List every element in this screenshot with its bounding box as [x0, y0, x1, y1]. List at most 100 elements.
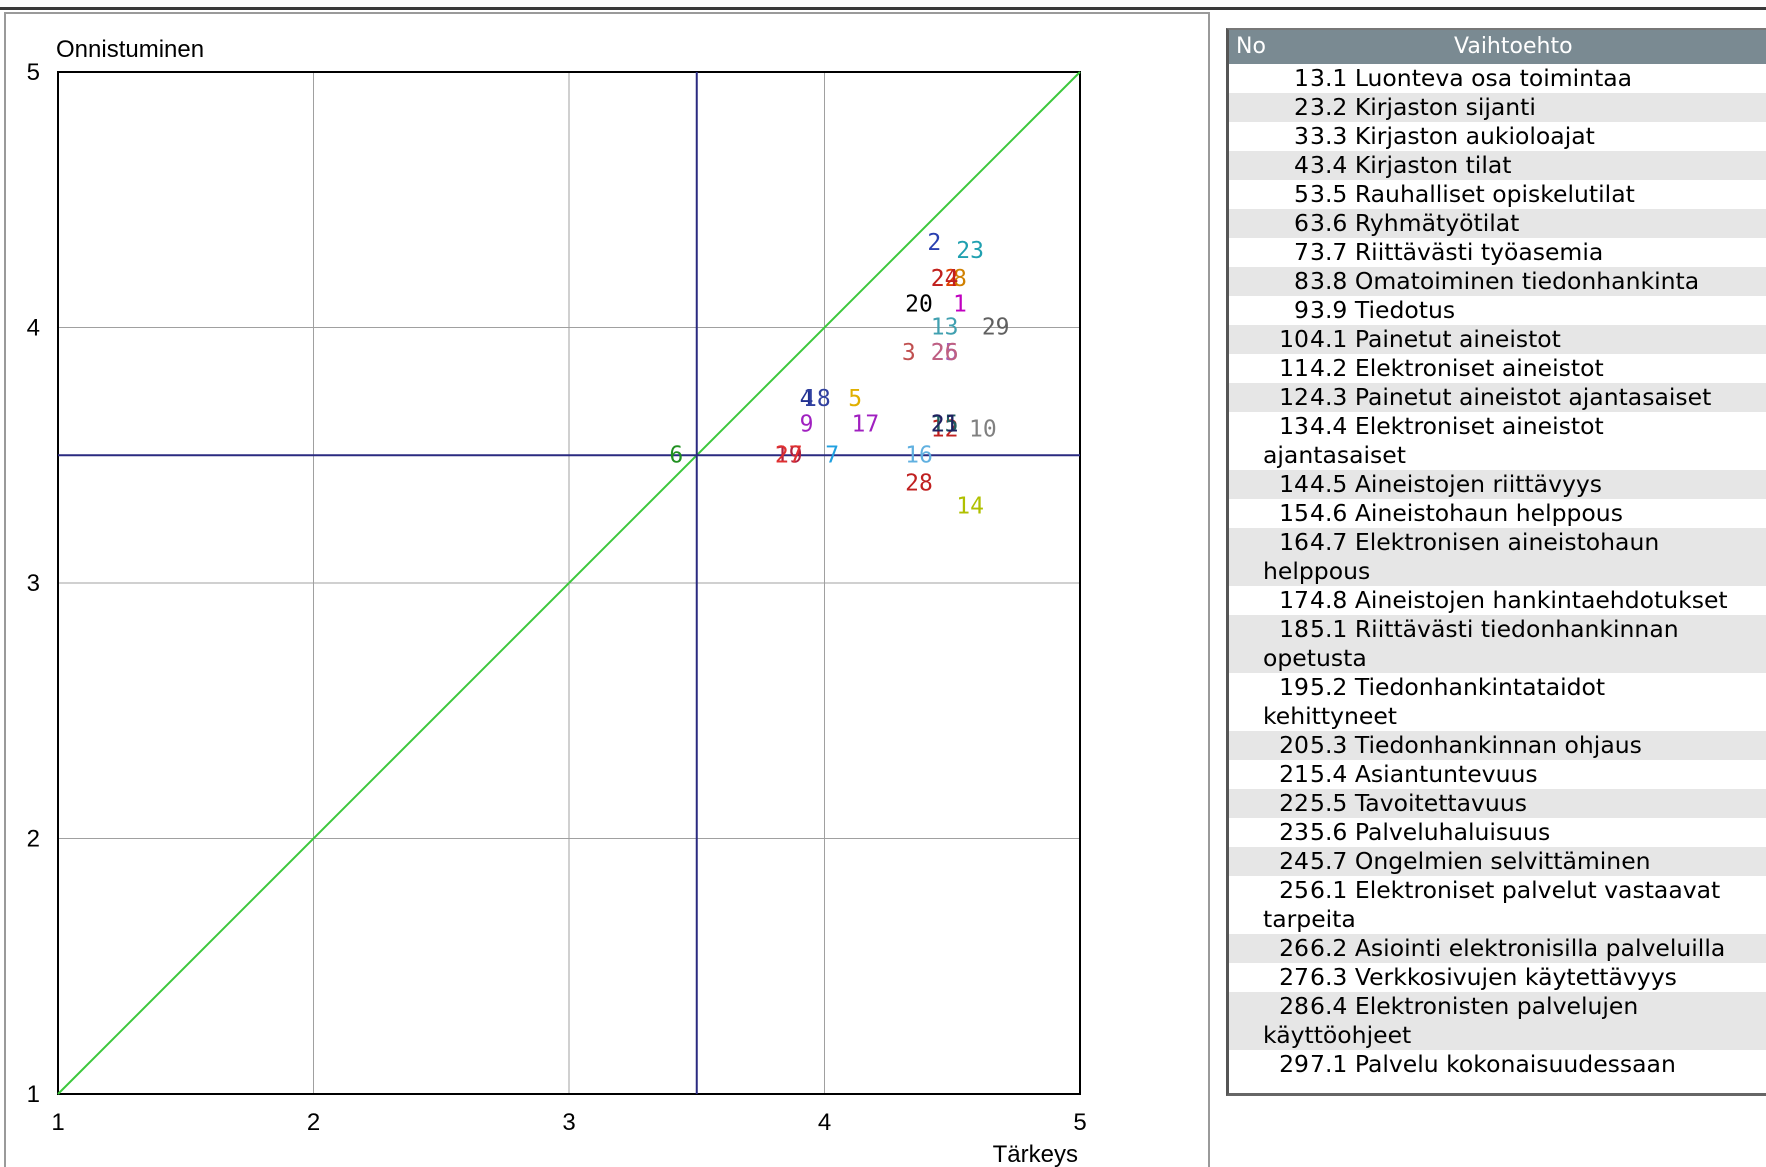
legend-row-label: 4.8 Aineistojen hankintaehdotukset — [1310, 586, 1728, 614]
legend-row-label: 4.3 Painetut aineistot ajantasaiset — [1310, 383, 1712, 411]
point-label-17: 17 — [852, 412, 880, 438]
legend-row: 20 5.3 Tiedonhankinnan ohjaus — [1229, 731, 1766, 760]
legend-row-continuation: opetusta — [1229, 644, 1766, 673]
legend-row-label: 3.2 Kirjaston sijanti — [1310, 93, 1536, 121]
legend-row-label: 4.4 Elektroniset aineistot — [1310, 412, 1604, 440]
y-axis-label: Onnistuminen — [56, 36, 204, 63]
legend-row-label: 3.4 Kirjaston tilat — [1310, 151, 1512, 179]
legend-row-number: 23 — [1279, 818, 1309, 846]
legend-row-label: 5.2 Tiedonhankintataidot — [1310, 673, 1606, 701]
point-label-29: 29 — [982, 315, 1010, 341]
legend-row-label: 5.3 Tiedonhankinnan ohjaus — [1310, 731, 1642, 759]
legend-row: 2 3.2 Kirjaston sijanti — [1229, 93, 1766, 122]
legend-row-label: 6.3 Verkkosivujen käytettävyys — [1310, 963, 1677, 991]
legend-row: 29 7.1 Palvelu kokonaisuudessaan — [1229, 1050, 1766, 1079]
x-tick-label: 1 — [51, 1109, 64, 1136]
x-tick-label: 5 — [1073, 1109, 1086, 1136]
point-label-20: 20 — [905, 292, 933, 318]
legend-row-number: 21 — [1279, 760, 1309, 788]
point-label-28: 28 — [905, 470, 933, 496]
legend-row: 7 3.7 Riittävästi työasemia — [1229, 238, 1766, 267]
legend-row: 15 4.6 Aineistohaun helppous — [1229, 499, 1766, 528]
legend-row-number: 9 — [1294, 296, 1309, 324]
legend-row-number: 22 — [1279, 789, 1309, 817]
plot-area-border — [57, 71, 1081, 1095]
legend-row-label: käyttöohjeet — [1263, 1021, 1412, 1049]
legend-row-number: 4 — [1294, 151, 1309, 179]
legend-row-label: 4.5 Aineistojen riittävyys — [1310, 470, 1603, 498]
legend-row-number: 10 — [1279, 325, 1309, 353]
point-label-12: 12 — [931, 417, 959, 443]
legend-row-label: ajantasaiset — [1263, 441, 1406, 469]
legend-row: 14 4.5 Aineistojen riittävyys — [1229, 470, 1766, 499]
y-tick-label: 1 — [27, 1081, 40, 1108]
point-label-14: 14 — [956, 493, 984, 519]
legend-row: 21 5.4 Asiantuntevuus — [1229, 760, 1766, 789]
point-label-4: 4 — [800, 386, 814, 412]
legend-row: 27 6.3 Verkkosivujen käytettävyys — [1229, 963, 1766, 992]
legend-row: 17 4.8 Aineistojen hankintaehdotukset — [1229, 586, 1766, 615]
chart-panel — [4, 12, 1210, 1167]
legend-row-label: 6.4 Elektronisten palvelujen — [1310, 992, 1639, 1020]
legend-row-number: 5 — [1294, 180, 1309, 208]
y-tick-label: 2 — [27, 826, 40, 853]
legend-row-number: 24 — [1279, 847, 1309, 875]
point-label-8: 8 — [953, 266, 967, 292]
point-label-2: 2 — [927, 230, 941, 256]
legend-row-number: 8 — [1294, 267, 1309, 295]
legend-row: 24 5.7 Ongelmien selvittäminen — [1229, 847, 1766, 876]
legend-row-label: 3.9 Tiedotus — [1310, 296, 1456, 324]
legend-row: 22 5.5 Tavoitettavuus — [1229, 789, 1766, 818]
legend-row-number: 17 — [1279, 586, 1309, 614]
legend-header-option: Vaihtoehto — [1454, 34, 1573, 59]
x-tick-label: 4 — [818, 1109, 831, 1136]
legend-row-label: helppous — [1263, 557, 1371, 585]
legend-row-label: 4.1 Painetut aineistot — [1310, 325, 1561, 353]
legend-row-number: 14 — [1279, 470, 1309, 498]
legend-row: 23 5.6 Palveluhaluisuus — [1229, 818, 1766, 847]
point-label-5: 5 — [848, 386, 862, 412]
legend-row-continuation: ajantasaiset — [1229, 441, 1766, 470]
legend-row-label: 4.7 Elektronisen aineistohaun — [1310, 528, 1660, 556]
legend-row-label: 5.7 Ongelmien selvittäminen — [1310, 847, 1651, 875]
legend-row-number: 2 — [1294, 93, 1309, 121]
legend-rows: 1 3.1 Luonteva osa toimintaa 2 3.2 Kirjasto… — [1229, 64, 1766, 1079]
legend-row-number: 28 — [1279, 992, 1309, 1020]
point-label-25: 25 — [931, 340, 959, 366]
point-label-1: 1 — [953, 292, 967, 318]
legend-row: 11 4.2 Elektroniset aineistot — [1229, 354, 1766, 383]
point-label-16: 16 — [905, 442, 933, 468]
x-axis-label: Tärkeys — [993, 1141, 1078, 1167]
legend-row-number: 12 — [1279, 383, 1309, 411]
legend-row: 28 6.4 Elektronisten palvelujen — [1229, 992, 1766, 1021]
legend-row-label: 5.4 Asiantuntevuus — [1310, 760, 1538, 788]
legend-row-number: 3 — [1294, 122, 1309, 150]
legend-header: No Vaihtoehto — [1229, 30, 1766, 64]
y-tick-label: 5 — [27, 59, 40, 86]
legend-row: 9 3.9 Tiedotus — [1229, 296, 1766, 325]
legend-row-label: 3.5 Rauhalliset opiskelutilat — [1310, 180, 1635, 208]
legend-row-label: 7.1 Palvelu kokonaisuudessaan — [1310, 1050, 1676, 1078]
legend-row-label: kehittyneet — [1263, 702, 1398, 730]
legend-row: 13 4.4 Elektroniset aineistot — [1229, 412, 1766, 441]
point-label-27: 27 — [775, 442, 803, 468]
legend-row: 25 6.1 Elektroniset palvelut vastaavat — [1229, 876, 1766, 905]
legend-row-number: 25 — [1279, 876, 1309, 904]
y-tick-label: 3 — [27, 570, 40, 597]
legend-row: 8 3.8 Omatoiminen tiedonhankinta — [1229, 267, 1766, 296]
window-top-bar — [0, 0, 1766, 10]
legend-row-label: 5.1 Riittävästi tiedonhankinnan — [1310, 615, 1679, 643]
x-tick-label: 2 — [307, 1109, 320, 1136]
legend-row-number: 27 — [1279, 963, 1309, 991]
legend-row: 6 3.6 Ryhmätyötilat — [1229, 209, 1766, 238]
legend-header-no: No — [1236, 34, 1266, 59]
legend-row-continuation: kehittyneet — [1229, 702, 1766, 731]
legend-row-number: 26 — [1279, 934, 1309, 962]
legend-row-number: 13 — [1279, 412, 1309, 440]
legend-table: No Vaihtoehto 1 3.1 Luonteva osa toiminta… — [1226, 28, 1766, 1096]
point-label-22: 22 — [931, 266, 959, 292]
legend-row-label: 3.6 Ryhmätyötilat — [1310, 209, 1520, 237]
point-label-13: 13 — [931, 315, 959, 341]
point-label-7: 7 — [825, 442, 839, 468]
